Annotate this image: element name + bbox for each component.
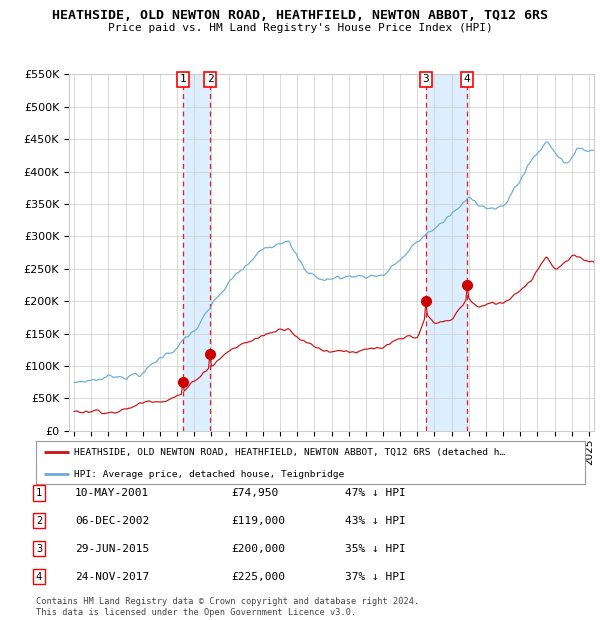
Text: 2: 2 xyxy=(206,74,214,84)
Text: 47% ↓ HPI: 47% ↓ HPI xyxy=(345,488,406,498)
Text: HEATHSIDE, OLD NEWTON ROAD, HEATHFIELD, NEWTON ABBOT, TQ12 6RS: HEATHSIDE, OLD NEWTON ROAD, HEATHFIELD, … xyxy=(52,9,548,22)
Text: £74,950: £74,950 xyxy=(231,488,278,498)
Text: 43% ↓ HPI: 43% ↓ HPI xyxy=(345,516,406,526)
Text: 1: 1 xyxy=(36,488,42,498)
Text: Contains HM Land Registry data © Crown copyright and database right 2024.
This d: Contains HM Land Registry data © Crown c… xyxy=(36,598,419,617)
Text: 06-DEC-2002: 06-DEC-2002 xyxy=(75,516,149,526)
Text: Price paid vs. HM Land Registry's House Price Index (HPI): Price paid vs. HM Land Registry's House … xyxy=(107,23,493,33)
Bar xyxy=(183,74,210,431)
Text: 4: 4 xyxy=(36,572,42,582)
Text: 35% ↓ HPI: 35% ↓ HPI xyxy=(345,544,406,554)
Text: £200,000: £200,000 xyxy=(231,544,285,554)
Text: 29-JUN-2015: 29-JUN-2015 xyxy=(75,544,149,554)
Text: 3: 3 xyxy=(36,544,42,554)
Text: £119,000: £119,000 xyxy=(231,516,285,526)
Text: 37% ↓ HPI: 37% ↓ HPI xyxy=(345,572,406,582)
Text: 4: 4 xyxy=(464,74,470,84)
Text: 2: 2 xyxy=(36,516,42,526)
Bar xyxy=(425,74,467,431)
Text: HEATHSIDE, OLD NEWTON ROAD, HEATHFIELD, NEWTON ABBOT, TQ12 6RS (detached h…: HEATHSIDE, OLD NEWTON ROAD, HEATHFIELD, … xyxy=(74,448,506,456)
Text: 24-NOV-2017: 24-NOV-2017 xyxy=(75,572,149,582)
Text: £225,000: £225,000 xyxy=(231,572,285,582)
Text: 1: 1 xyxy=(180,74,187,84)
Text: 3: 3 xyxy=(422,74,429,84)
Text: HPI: Average price, detached house, Teignbridge: HPI: Average price, detached house, Teig… xyxy=(74,470,344,479)
Text: 10-MAY-2001: 10-MAY-2001 xyxy=(75,488,149,498)
